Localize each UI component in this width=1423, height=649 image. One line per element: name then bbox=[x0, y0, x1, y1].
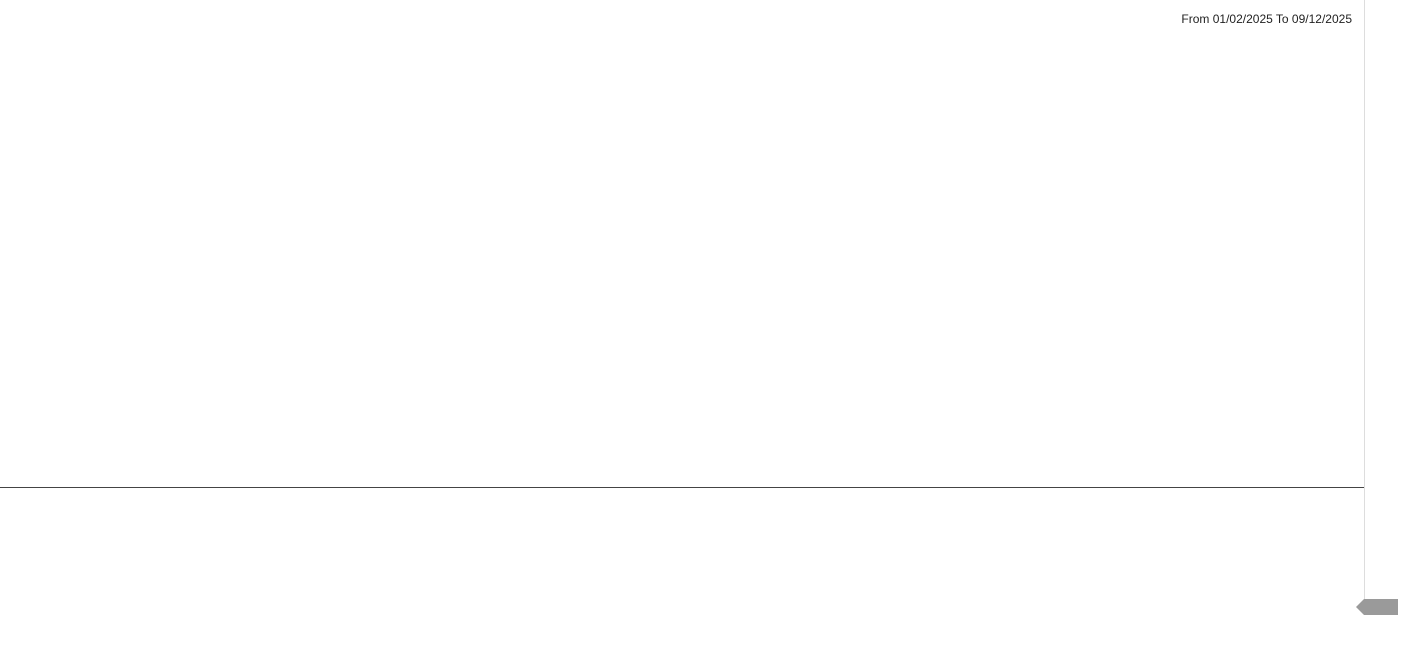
date-range: From 01/02/2025 To 09/12/2025 bbox=[1181, 12, 1352, 26]
labels bbox=[1356, 599, 1398, 615]
zero-tag bbox=[1356, 599, 1398, 615]
